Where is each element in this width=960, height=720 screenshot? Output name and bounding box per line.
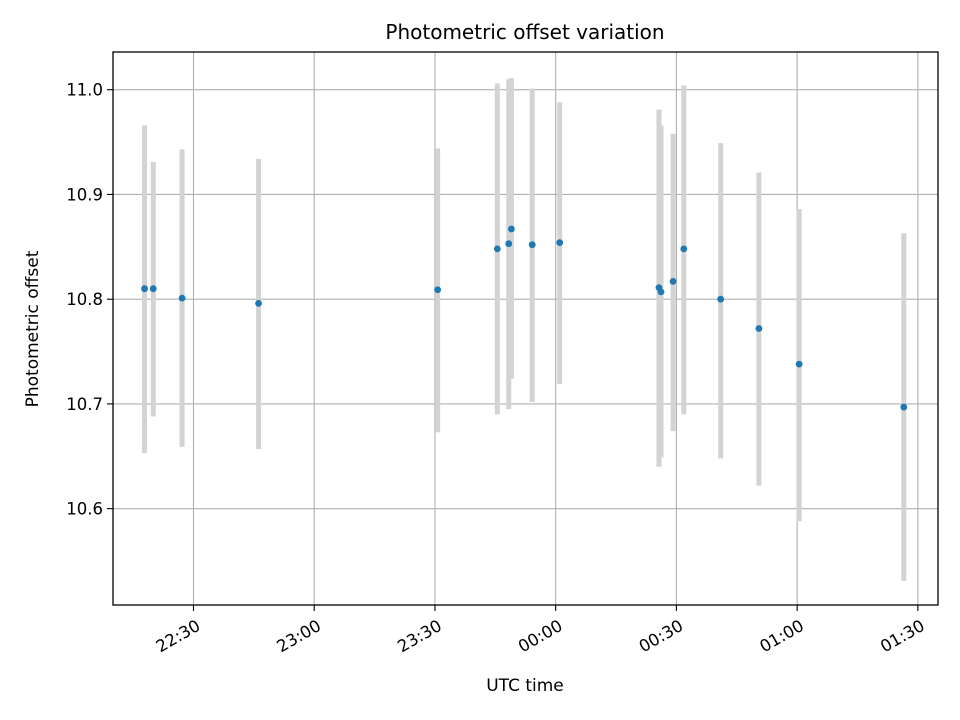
data-point [505, 240, 513, 248]
y-tick-label: 10.9 [66, 185, 103, 204]
data-point [141, 285, 148, 293]
x-axis-title: UTC time [486, 676, 564, 696]
data-point [795, 360, 803, 368]
data-point [755, 325, 763, 332]
data-point [255, 299, 262, 307]
error-bars [142, 78, 907, 581]
x-axis-ticks: 22:30 23:00 23:30 00:00 00:30 01:00 01:30 [153, 605, 928, 656]
x-tick-label: 22:30 [153, 616, 204, 656]
y-tick-label: 10.6 [66, 500, 103, 519]
x-tick-label: 00:00 [515, 616, 566, 656]
x-tick-label: 01:30 [877, 616, 928, 656]
data-point [556, 239, 564, 247]
plot-frame [112, 51, 939, 606]
data-point [900, 403, 908, 411]
y-tick-label: 10.8 [66, 290, 103, 309]
data-point [528, 241, 536, 249]
y-axis-ticks: 10.6 10.7 10.8 10.9 11.0 [66, 81, 113, 519]
data-point [508, 225, 515, 233]
data-point [669, 277, 677, 285]
x-tick-label: 23:30 [394, 616, 445, 656]
x-tick-label: 01:00 [756, 616, 807, 656]
y-axis-title: Photometric offset [23, 250, 43, 407]
data-point [149, 285, 157, 293]
data-point [434, 286, 442, 294]
x-tick-label: 00:30 [636, 616, 687, 656]
data-point [178, 294, 186, 302]
data-point [493, 245, 501, 253]
data-point [680, 245, 688, 253]
x-tick-label: 23:00 [274, 616, 325, 656]
data-points [141, 225, 908, 411]
chart-title: Photometric offset variation [385, 20, 664, 44]
data-point [657, 288, 665, 296]
y-tick-label: 10.7 [66, 395, 103, 414]
data-point [717, 295, 725, 303]
gridlines [113, 52, 938, 605]
y-tick-label: 11.0 [66, 81, 103, 100]
